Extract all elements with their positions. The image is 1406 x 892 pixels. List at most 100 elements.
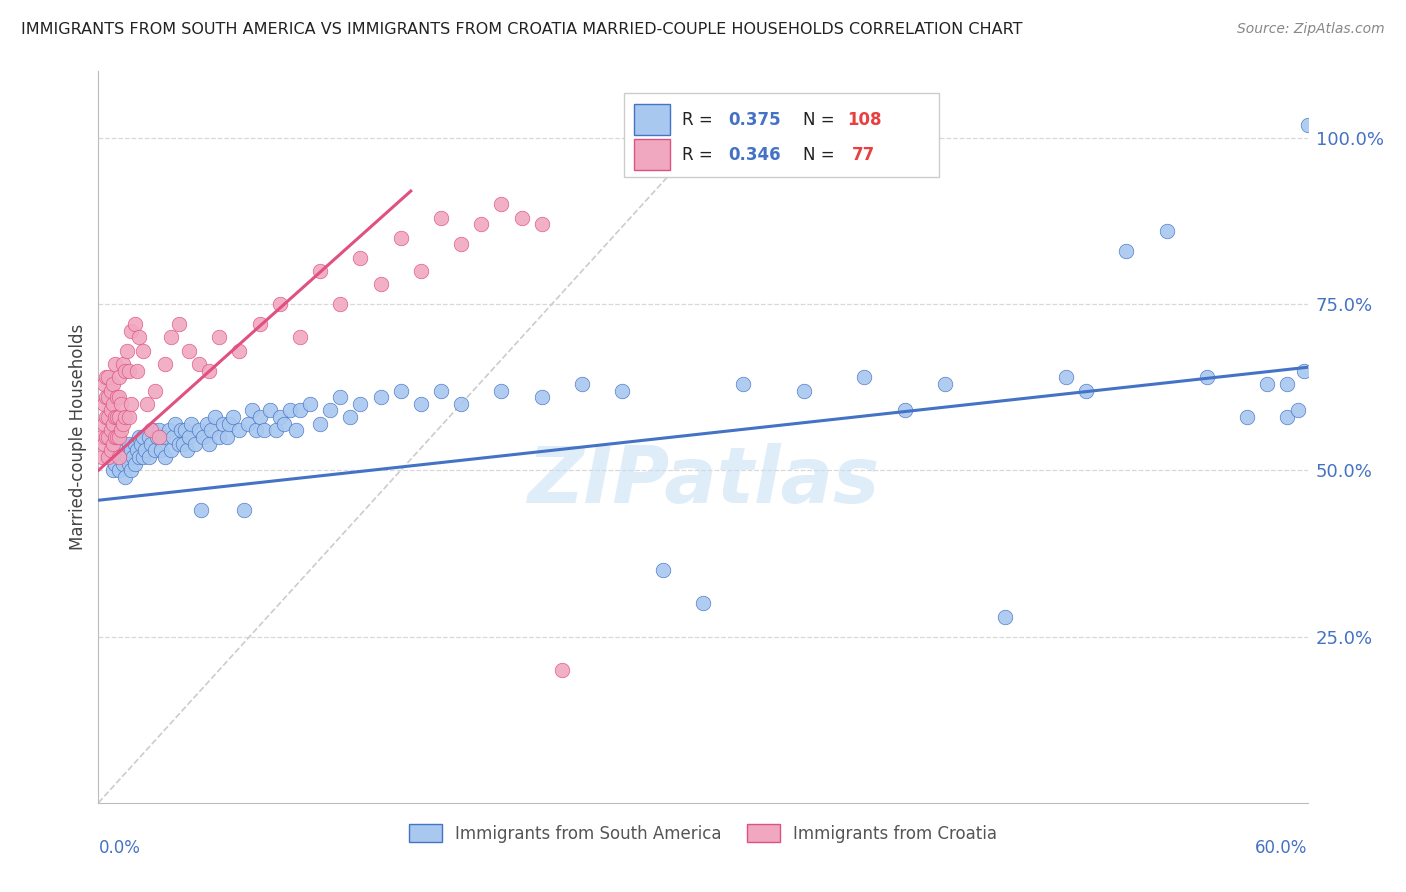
FancyBboxPatch shape <box>634 139 671 170</box>
Point <box>339 410 361 425</box>
Point <box>91 430 114 444</box>
Point <box>105 390 128 404</box>
Point <box>93 417 115 431</box>
Point <box>1074 384 1097 398</box>
Point <box>148 424 170 438</box>
Point <box>149 443 172 458</box>
Point <box>107 390 129 404</box>
Point <box>264 424 287 438</box>
Point <box>97 450 120 464</box>
Point <box>1277 376 1299 391</box>
Point <box>288 330 311 344</box>
Point <box>120 397 142 411</box>
Point <box>107 450 129 464</box>
Point <box>1296 118 1319 132</box>
Point <box>97 410 120 425</box>
Point <box>143 384 166 398</box>
Text: N =: N = <box>803 145 841 164</box>
Point <box>162 430 184 444</box>
Point <box>118 363 141 377</box>
Point <box>193 430 215 444</box>
Point <box>934 376 956 391</box>
Point <box>114 363 136 377</box>
Point <box>124 436 146 450</box>
Point <box>200 424 222 438</box>
Point <box>129 436 152 450</box>
Point <box>103 457 125 471</box>
Point <box>409 264 432 278</box>
Text: Source: ZipAtlas.com: Source: ZipAtlas.com <box>1237 22 1385 37</box>
Point <box>110 450 132 464</box>
Point <box>114 410 136 425</box>
Point <box>184 436 207 450</box>
FancyBboxPatch shape <box>634 104 671 135</box>
Point <box>115 450 138 464</box>
Point <box>510 211 533 225</box>
Point <box>212 417 235 431</box>
Point <box>114 443 136 458</box>
Point <box>97 370 120 384</box>
Point <box>190 503 212 517</box>
Point <box>299 397 322 411</box>
Point <box>450 397 472 411</box>
Point <box>142 424 165 438</box>
Point <box>278 403 301 417</box>
Point <box>128 330 150 344</box>
Point <box>115 343 138 358</box>
Point <box>198 363 221 377</box>
Point <box>139 424 162 438</box>
Point <box>111 457 134 471</box>
Point <box>143 443 166 458</box>
Point <box>134 443 156 458</box>
Text: ZIPatlas: ZIPatlas <box>527 443 879 519</box>
Point <box>138 450 160 464</box>
Point <box>198 436 221 450</box>
Point <box>259 403 281 417</box>
Point <box>107 443 129 458</box>
Point <box>96 430 118 444</box>
Point <box>269 297 291 311</box>
Point <box>1292 363 1315 377</box>
Point <box>100 384 122 398</box>
Point <box>389 230 412 244</box>
Point <box>430 384 453 398</box>
Point <box>111 357 134 371</box>
Point <box>103 430 125 444</box>
Point <box>128 430 150 444</box>
Point <box>370 277 392 292</box>
Point <box>93 397 115 411</box>
Point <box>101 417 124 431</box>
Point <box>101 463 124 477</box>
Point <box>389 384 412 398</box>
Point <box>430 211 453 225</box>
Point <box>470 217 492 231</box>
Point <box>110 424 132 438</box>
Point <box>110 397 132 411</box>
Point <box>370 390 392 404</box>
Point <box>120 463 142 477</box>
Point <box>118 436 141 450</box>
Point <box>167 317 190 331</box>
Point <box>97 430 120 444</box>
Point <box>101 397 124 411</box>
Point <box>96 410 118 425</box>
Point <box>146 430 169 444</box>
Point <box>893 403 915 417</box>
Point <box>179 343 201 358</box>
Point <box>101 436 124 450</box>
Point <box>167 436 190 450</box>
Point <box>148 430 170 444</box>
Point <box>97 390 120 404</box>
Point <box>651 563 673 577</box>
Point <box>692 596 714 610</box>
Point <box>409 397 432 411</box>
Point <box>329 390 352 404</box>
Point <box>124 317 146 331</box>
Point <box>1195 370 1218 384</box>
Point <box>125 363 148 377</box>
Point <box>107 463 129 477</box>
Point <box>208 430 231 444</box>
Point <box>132 430 155 444</box>
Legend: Immigrants from South America, Immigrants from Croatia: Immigrants from South America, Immigrant… <box>402 817 1004 849</box>
Point <box>170 424 193 438</box>
